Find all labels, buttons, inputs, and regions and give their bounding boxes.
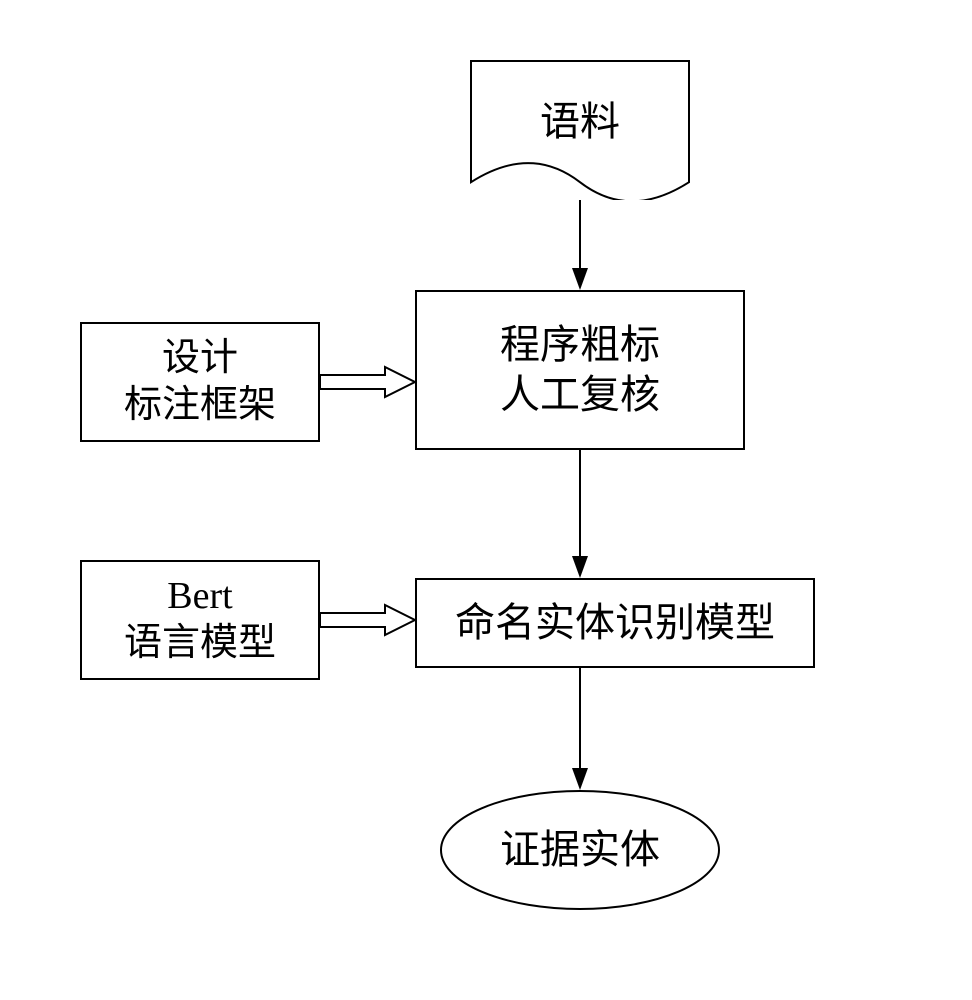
flowchart-canvas: 语料设计 标注框架程序粗标 人工复核Bert 语言模型命名实体识别模型证据实体 — [0, 0, 972, 1000]
edge-e1 — [540, 160, 622, 330]
node-label-bert: Bert 语言模型 — [124, 573, 276, 668]
node-label-design: 设计 标注框架 — [124, 335, 276, 430]
node-label-annot: 程序粗标 人工复核 — [500, 320, 660, 420]
node-label-entity: 证据实体 — [500, 825, 660, 875]
node-label-corpus: 语料 — [540, 97, 620, 147]
edge-e2 — [280, 342, 455, 424]
edge-e5 — [540, 628, 622, 830]
edge-e3 — [540, 410, 622, 618]
edge-e4 — [280, 580, 455, 662]
